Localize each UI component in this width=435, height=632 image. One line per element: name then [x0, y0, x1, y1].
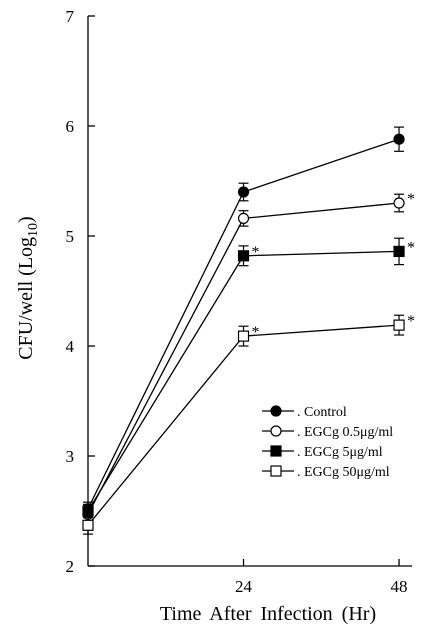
- legend-marker: [270, 445, 282, 457]
- data-point: [393, 245, 405, 257]
- significance-marker: *: [407, 191, 415, 208]
- y-tick-label: 4: [66, 337, 75, 356]
- significance-marker: *: [407, 239, 415, 256]
- y-axis-title-close: ): [15, 216, 37, 223]
- legend-label: . Control: [297, 405, 347, 420]
- y-tick-label: 6: [66, 117, 75, 136]
- y-tick-label: 5: [66, 227, 75, 246]
- significance-marker: *: [252, 324, 260, 341]
- data-point: [237, 212, 250, 224]
- legend-item: . EGCg 0.5μg/ml: [262, 425, 393, 440]
- series-layer: * * * * *: [82, 126, 415, 535]
- x-tick-label: 48: [391, 577, 408, 596]
- significance-marker: *: [407, 313, 415, 330]
- y-axis-title: CFU/well (Log10): [15, 216, 41, 359]
- significance-marker: *: [252, 244, 260, 261]
- x-axis-title: Time After Infection (Hr): [160, 603, 376, 625]
- data-point: [393, 197, 405, 209]
- data-point: [82, 505, 94, 517]
- legend-label: . EGCg 50μg/ml: [297, 465, 390, 480]
- axes-layer: 2 3 4 5 6 7 24 48 Time After Infection (Hr) CFU/w…: [15, 7, 412, 625]
- y-tick-label: 3: [66, 447, 75, 466]
- y-tick-label: 7: [66, 7, 75, 26]
- legend-label: . EGCg 0.5μg/ml: [297, 425, 393, 440]
- legend-marker: [270, 405, 282, 417]
- legend-item: . Control: [262, 405, 347, 420]
- legend-marker: [270, 465, 282, 477]
- data-point: [237, 250, 250, 262]
- data-point: [82, 519, 94, 531]
- legend-marker: [270, 425, 282, 437]
- y-tick-label: 2: [66, 557, 75, 576]
- legend: . Control . EGCg 0.5μg/ml . EGCg 5μg/ml . E…: [262, 405, 393, 480]
- x-tick-label: 24: [235, 577, 253, 596]
- legend-item: . EGCg 5μg/ml: [262, 445, 383, 460]
- data-point: [393, 319, 405, 331]
- data-point: [237, 186, 250, 198]
- data-point: [393, 133, 405, 145]
- y-axis-title-subscript: 10: [26, 223, 41, 237]
- legend-label: . EGCg 5μg/ml: [297, 445, 383, 460]
- y-axis-title-main: CFU/well (Log: [15, 237, 37, 360]
- data-point: [237, 330, 250, 342]
- legend-item: . EGCg 50μg/ml: [262, 465, 390, 480]
